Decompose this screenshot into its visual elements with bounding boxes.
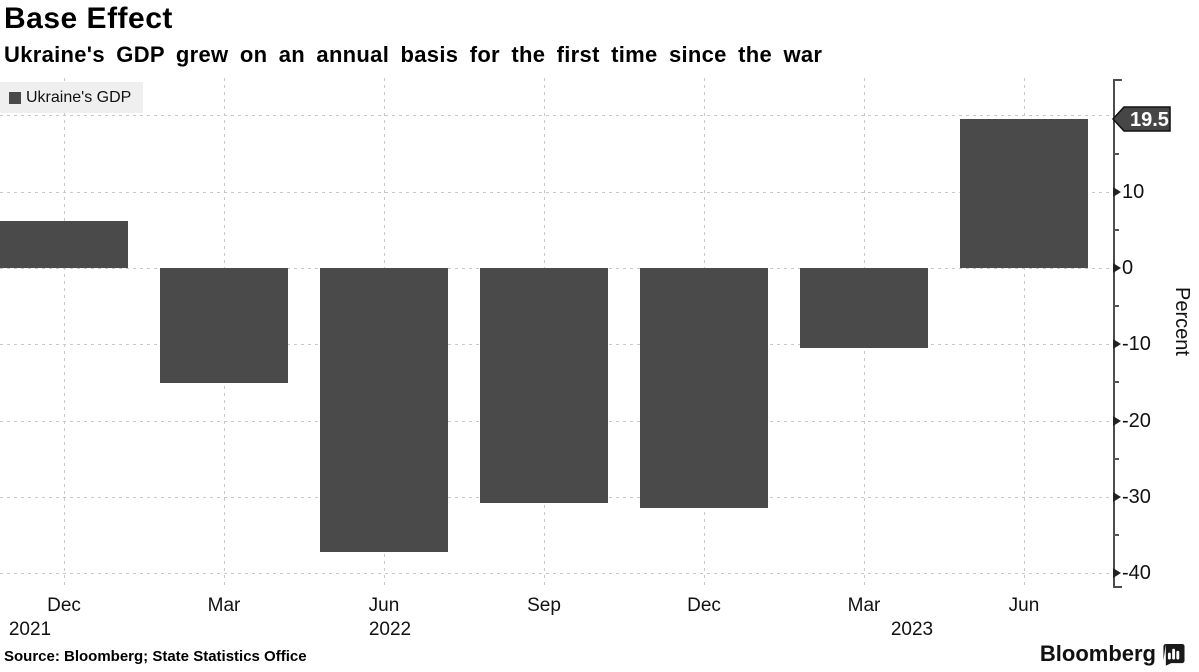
- gridline-v: [1024, 78, 1025, 589]
- x-tick-label: Sep: [527, 595, 561, 616]
- y-tick-minor: [1113, 534, 1119, 537]
- bar: [800, 268, 928, 349]
- y-tick-arrow: [1113, 568, 1121, 579]
- y-tick-minor: [1113, 381, 1119, 384]
- gridline-h: [0, 115, 1113, 117]
- y-tick-minor: [1113, 457, 1119, 460]
- y-tick-arrow: [1113, 186, 1121, 197]
- y-tick-minor: [1113, 228, 1119, 231]
- x-year-label: 2023: [890, 619, 934, 640]
- y-axis-title: Percent: [1171, 287, 1193, 356]
- legend-swatch: [9, 91, 21, 104]
- bloomberg-wordmark: Bloomberg: [1039, 641, 1156, 666]
- bloomberg-logo: Bloomberg: [1040, 641, 1185, 667]
- x-tick-label: Jun: [1008, 595, 1040, 616]
- gridline-v: [64, 78, 65, 589]
- badge-shape: [1112, 106, 1171, 132]
- x-tick-label: Mar: [847, 595, 881, 616]
- y-tick-label: -40: [1122, 562, 1151, 585]
- y-tick-arrow: [1113, 491, 1121, 502]
- bar: [960, 119, 1088, 268]
- x-tick-label: Mar: [207, 595, 241, 616]
- x-tick-label: Dec: [47, 595, 81, 616]
- x-year-label: 2022: [368, 619, 412, 640]
- y-axis-top-cap: [1113, 79, 1122, 81]
- x-tick-label: Dec: [687, 595, 721, 616]
- gridline-h: [0, 573, 1113, 575]
- y-tick-minor: [1113, 152, 1119, 155]
- y-tick-label: -20: [1122, 409, 1151, 432]
- y-tick-arrow: [1113, 339, 1121, 350]
- legend-label: Ukraine's GDP: [26, 88, 132, 106]
- last-value-badge: 19.5: [1112, 106, 1171, 132]
- y-tick-label: -10: [1122, 333, 1151, 356]
- x-tick-label: Jun: [368, 595, 400, 616]
- y-tick-arrow: [1113, 415, 1121, 426]
- bar: [160, 268, 288, 384]
- y-tick-label: -30: [1122, 485, 1151, 508]
- y-tick-label: 0: [1122, 257, 1134, 279]
- y-tick-label: 10: [1122, 180, 1145, 203]
- y-tick-arrow: [1113, 263, 1121, 273]
- bloomberg-icon: [1163, 643, 1185, 666]
- source-note: Source: Bloomberg; State Statistics Offi…: [4, 648, 307, 665]
- chart-subtitle: Ukraine's GDP grew on an annual basis fo…: [4, 42, 823, 67]
- bar: [320, 268, 448, 552]
- bar: [640, 268, 768, 508]
- y-axis-line: [1113, 80, 1115, 588]
- y-tick-minor: [1113, 305, 1119, 308]
- bar: [0, 221, 128, 268]
- bar: [480, 268, 608, 503]
- x-year-label: 2021: [8, 619, 52, 640]
- gridline-h: [0, 191, 1113, 193]
- y-axis-bottom-cap: [1113, 586, 1122, 588]
- legend: Ukraine's GDP: [0, 82, 144, 113]
- badge-value: 19.5: [1130, 109, 1169, 131]
- chart-title: Base Effect: [4, 2, 173, 35]
